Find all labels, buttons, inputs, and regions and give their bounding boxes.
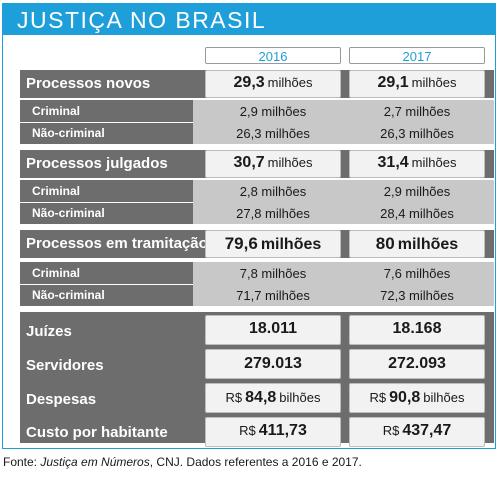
value-despesas-2016: R$ 84,8 bilhões bbox=[225, 389, 321, 406]
value-tram-criminal-2016: 7,8 milhões bbox=[239, 266, 307, 281]
value-despesas-2017: R$ 90,8 bilhões bbox=[369, 389, 465, 406]
year-header-2016: 2016 bbox=[205, 47, 341, 64]
sub-label-nao-criminal: Não-criminal bbox=[32, 288, 105, 302]
source-note: Fonte: Justiça em Números, CNJ. Dados re… bbox=[3, 455, 362, 469]
value-julgados-2017: 31,4 milhões bbox=[377, 154, 457, 171]
value-cell bbox=[349, 70, 485, 98]
value-juizes-2016: 18.011 bbox=[248, 320, 298, 337]
row-label-processos-novos: Processos novos bbox=[26, 75, 151, 92]
value-cell bbox=[205, 417, 341, 447]
value-cell bbox=[205, 230, 341, 258]
row-label-despesas: Despesas bbox=[26, 391, 97, 408]
value-cell bbox=[205, 383, 341, 413]
value-tram-nao-2016: 71,7 milhões bbox=[236, 288, 310, 303]
value-cell bbox=[349, 315, 485, 345]
value-tram-criminal-2017: 7,6 milhões bbox=[383, 266, 451, 281]
value-novos-criminal-2017: 2,7 milhões bbox=[383, 104, 451, 119]
value-cell bbox=[349, 230, 485, 258]
row-label-processos-julgados: Processos julgados bbox=[26, 155, 168, 172]
value-julgados-nao-2017: 28,4 milhões bbox=[380, 206, 454, 221]
value-juizes-2017: 18.168 bbox=[392, 320, 442, 337]
value-cell bbox=[205, 70, 341, 98]
value-cell bbox=[349, 383, 485, 413]
year-header-2017: 2017 bbox=[349, 47, 485, 64]
value-julgados-2016: 30,7 milhões bbox=[233, 154, 313, 171]
value-cell bbox=[349, 150, 485, 178]
row-label-processos-tramitacao: Processos em tramitação bbox=[26, 235, 208, 252]
value-cell bbox=[205, 315, 341, 345]
page-title: JUSTIÇA NO BRASIL bbox=[17, 7, 267, 33]
value-cell bbox=[205, 150, 341, 178]
row-label-custo: Custo por habitante bbox=[26, 424, 168, 441]
value-cell bbox=[205, 349, 341, 379]
value-servidores-2016: 279.013 bbox=[244, 355, 302, 372]
value-cell bbox=[349, 417, 485, 447]
sub-label-nao-criminal: Não-criminal bbox=[32, 206, 105, 220]
row-label-servidores: Servidores bbox=[26, 357, 104, 374]
sub-label-criminal: Criminal bbox=[32, 184, 81, 198]
value-julgados-nao-2016: 27,8 milhões bbox=[236, 206, 310, 221]
value-julgados-criminal-2016: 2,8 milhões bbox=[239, 184, 307, 199]
value-custo-2017: R$ 437,47 bbox=[382, 422, 452, 439]
value-tram-nao-2017: 72,3 milhões bbox=[380, 288, 454, 303]
value-servidores-2017: 272.093 bbox=[388, 355, 446, 372]
value-custo-2016: R$ 411,73 bbox=[239, 422, 307, 439]
divider bbox=[20, 202, 193, 203]
value-novos-nao-2016: 26,3 milhões bbox=[236, 126, 310, 141]
title-bar: JUSTIÇA NO BRASIL bbox=[3, 4, 495, 35]
value-novos-2016: 29,3 milhões bbox=[233, 74, 313, 91]
value-julgados-criminal-2017: 2,9 milhões bbox=[383, 184, 451, 199]
divider bbox=[20, 284, 193, 285]
value-tramitacao-2016: 79,6 milhões bbox=[224, 234, 322, 253]
sub-label-criminal: Criminal bbox=[32, 266, 81, 280]
sub-label-nao-criminal: Não-criminal bbox=[32, 126, 105, 140]
sub-label-criminal: Criminal bbox=[32, 104, 81, 118]
value-cell bbox=[349, 349, 485, 379]
row-label-juizes: Juízes bbox=[26, 323, 72, 340]
divider bbox=[20, 122, 193, 123]
value-novos-2017: 29,1 milhões bbox=[377, 74, 457, 91]
value-tramitacao-2017: 80 milhões bbox=[375, 234, 459, 253]
value-novos-criminal-2016: 2,9 milhões bbox=[239, 104, 307, 119]
value-novos-nao-2017: 26,3 milhões bbox=[380, 126, 454, 141]
